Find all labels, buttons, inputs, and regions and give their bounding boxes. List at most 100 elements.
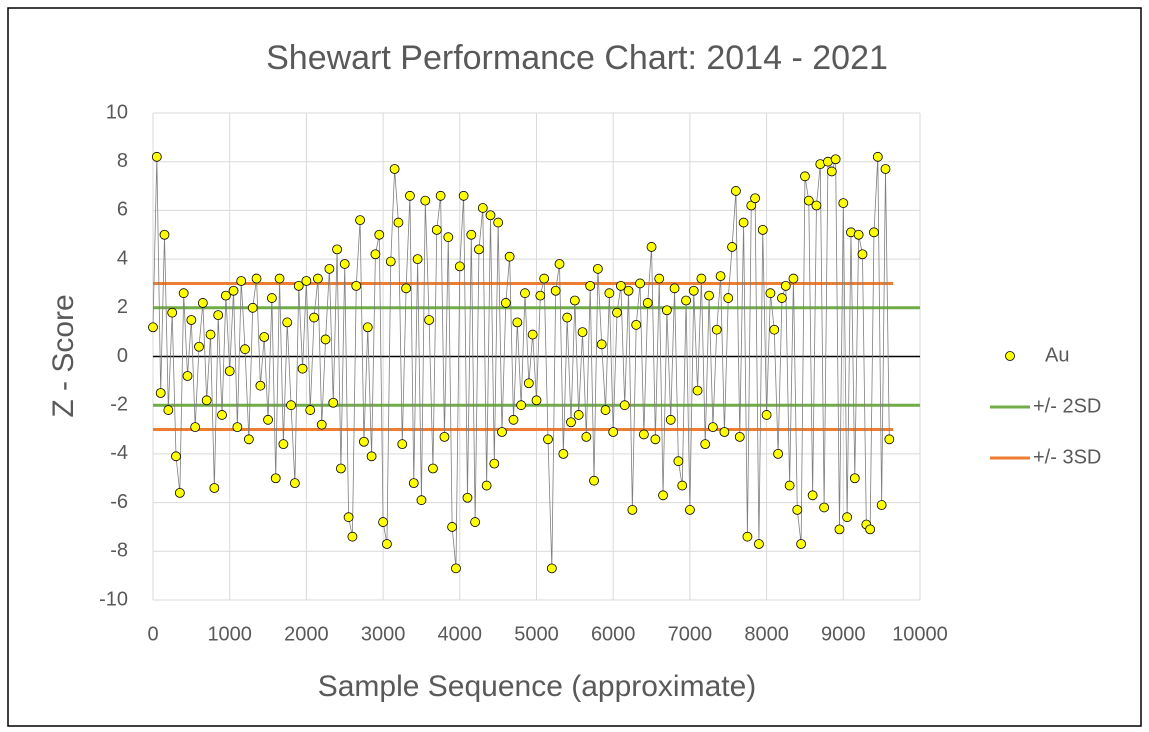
- data-point: [497, 427, 507, 437]
- data-point: [405, 190, 415, 201]
- data-point: [382, 539, 392, 549]
- legend-marker: [1005, 351, 1015, 361]
- data-point: [635, 278, 645, 289]
- data-point: [596, 339, 607, 350]
- data-point: [270, 473, 281, 484]
- x-tick-label: 6000: [591, 623, 636, 645]
- y-tick-label: 10: [106, 101, 128, 123]
- data-point: [807, 490, 818, 501]
- data-point: [412, 254, 423, 265]
- data-point: [408, 478, 419, 489]
- data-point: [255, 380, 266, 391]
- data-point: [493, 217, 504, 228]
- data-point: [370, 249, 381, 260]
- data-point: [293, 280, 304, 291]
- data-point: [278, 439, 289, 450]
- data-point: [719, 427, 730, 437]
- data-point: [343, 512, 354, 523]
- x-tick-label: 1000: [207, 623, 252, 645]
- data-point: [773, 448, 784, 459]
- data-point: [527, 329, 538, 340]
- data-point: [704, 290, 714, 301]
- data-point: [385, 256, 396, 267]
- data-point: [539, 273, 550, 284]
- data-point: [780, 280, 791, 291]
- data-point: [470, 517, 481, 527]
- data-point: [347, 531, 358, 542]
- data-point: [182, 371, 193, 381]
- data-point: [397, 439, 408, 450]
- data-point: [320, 334, 331, 345]
- data-point: [853, 229, 864, 240]
- data-point: [685, 505, 695, 515]
- data-point: [148, 322, 158, 333]
- data-point: [194, 341, 204, 352]
- x-tick-label: 5000: [514, 623, 559, 645]
- data-point: [838, 198, 849, 208]
- data-point: [558, 448, 569, 459]
- data-point: [332, 244, 342, 255]
- data-point: [757, 224, 768, 235]
- data-point: [431, 224, 442, 235]
- data-point: [393, 217, 404, 228]
- y-tick-label: -8: [110, 540, 128, 562]
- data-point: [761, 410, 772, 420]
- data-point: [247, 302, 258, 313]
- data-point: [516, 400, 527, 411]
- data-point: [289, 478, 300, 489]
- data-point: [631, 319, 642, 330]
- data-point: [389, 164, 400, 174]
- data-point: [638, 429, 649, 440]
- data-point: [677, 480, 688, 491]
- data-point: [481, 480, 492, 491]
- data-point: [615, 280, 626, 291]
- data-point: [619, 400, 630, 411]
- data-point: [316, 419, 327, 430]
- data-point: [420, 195, 431, 206]
- data-point: [378, 517, 389, 527]
- data-point: [872, 151, 883, 162]
- data-point: [351, 280, 362, 291]
- x-tick-label: 0: [147, 623, 158, 645]
- data-point: [623, 285, 634, 296]
- data-point: [723, 293, 734, 303]
- data-point: [769, 324, 780, 335]
- data-point: [228, 285, 239, 296]
- x-tick-label: 8000: [744, 623, 789, 645]
- data-point: [504, 251, 515, 262]
- data-point: [608, 427, 619, 437]
- data-point: [700, 439, 711, 450]
- data-point: [282, 317, 293, 328]
- data-point: [803, 195, 814, 206]
- data-point: [485, 210, 496, 221]
- data-point: [742, 531, 753, 542]
- data-point: [765, 288, 776, 299]
- legend-label: +/- 3SD: [1033, 446, 1101, 468]
- legend-label: Au: [1045, 344, 1069, 366]
- data-point: [550, 285, 561, 296]
- x-tick-label: 2000: [284, 623, 329, 645]
- data-point: [569, 295, 580, 306]
- data-point: [209, 483, 220, 493]
- data-point: [696, 273, 707, 284]
- data-point: [217, 410, 227, 420]
- data-point: [151, 151, 162, 162]
- data-point: [834, 524, 845, 535]
- legend-label: +/- 2SD: [1033, 395, 1101, 417]
- y-tick-label: 8: [117, 150, 128, 172]
- data-point: [876, 500, 887, 510]
- data-point: [788, 273, 799, 284]
- data-point: [562, 312, 573, 323]
- data-point: [585, 280, 596, 291]
- data-point: [612, 307, 622, 318]
- data-point: [884, 434, 895, 445]
- data-point: [880, 164, 891, 174]
- plot-area: -10 -8 -6 -4 -2 0 2 4 6 8 10 0 1000 2000 3000 4000 5000 6…: [99, 101, 948, 645]
- data-point: [466, 229, 477, 240]
- data-point: [462, 492, 473, 503]
- data-point: [454, 261, 465, 272]
- data-point: [324, 263, 335, 274]
- data-point: [738, 217, 749, 228]
- data-point: [474, 244, 484, 255]
- data-point: [715, 271, 726, 282]
